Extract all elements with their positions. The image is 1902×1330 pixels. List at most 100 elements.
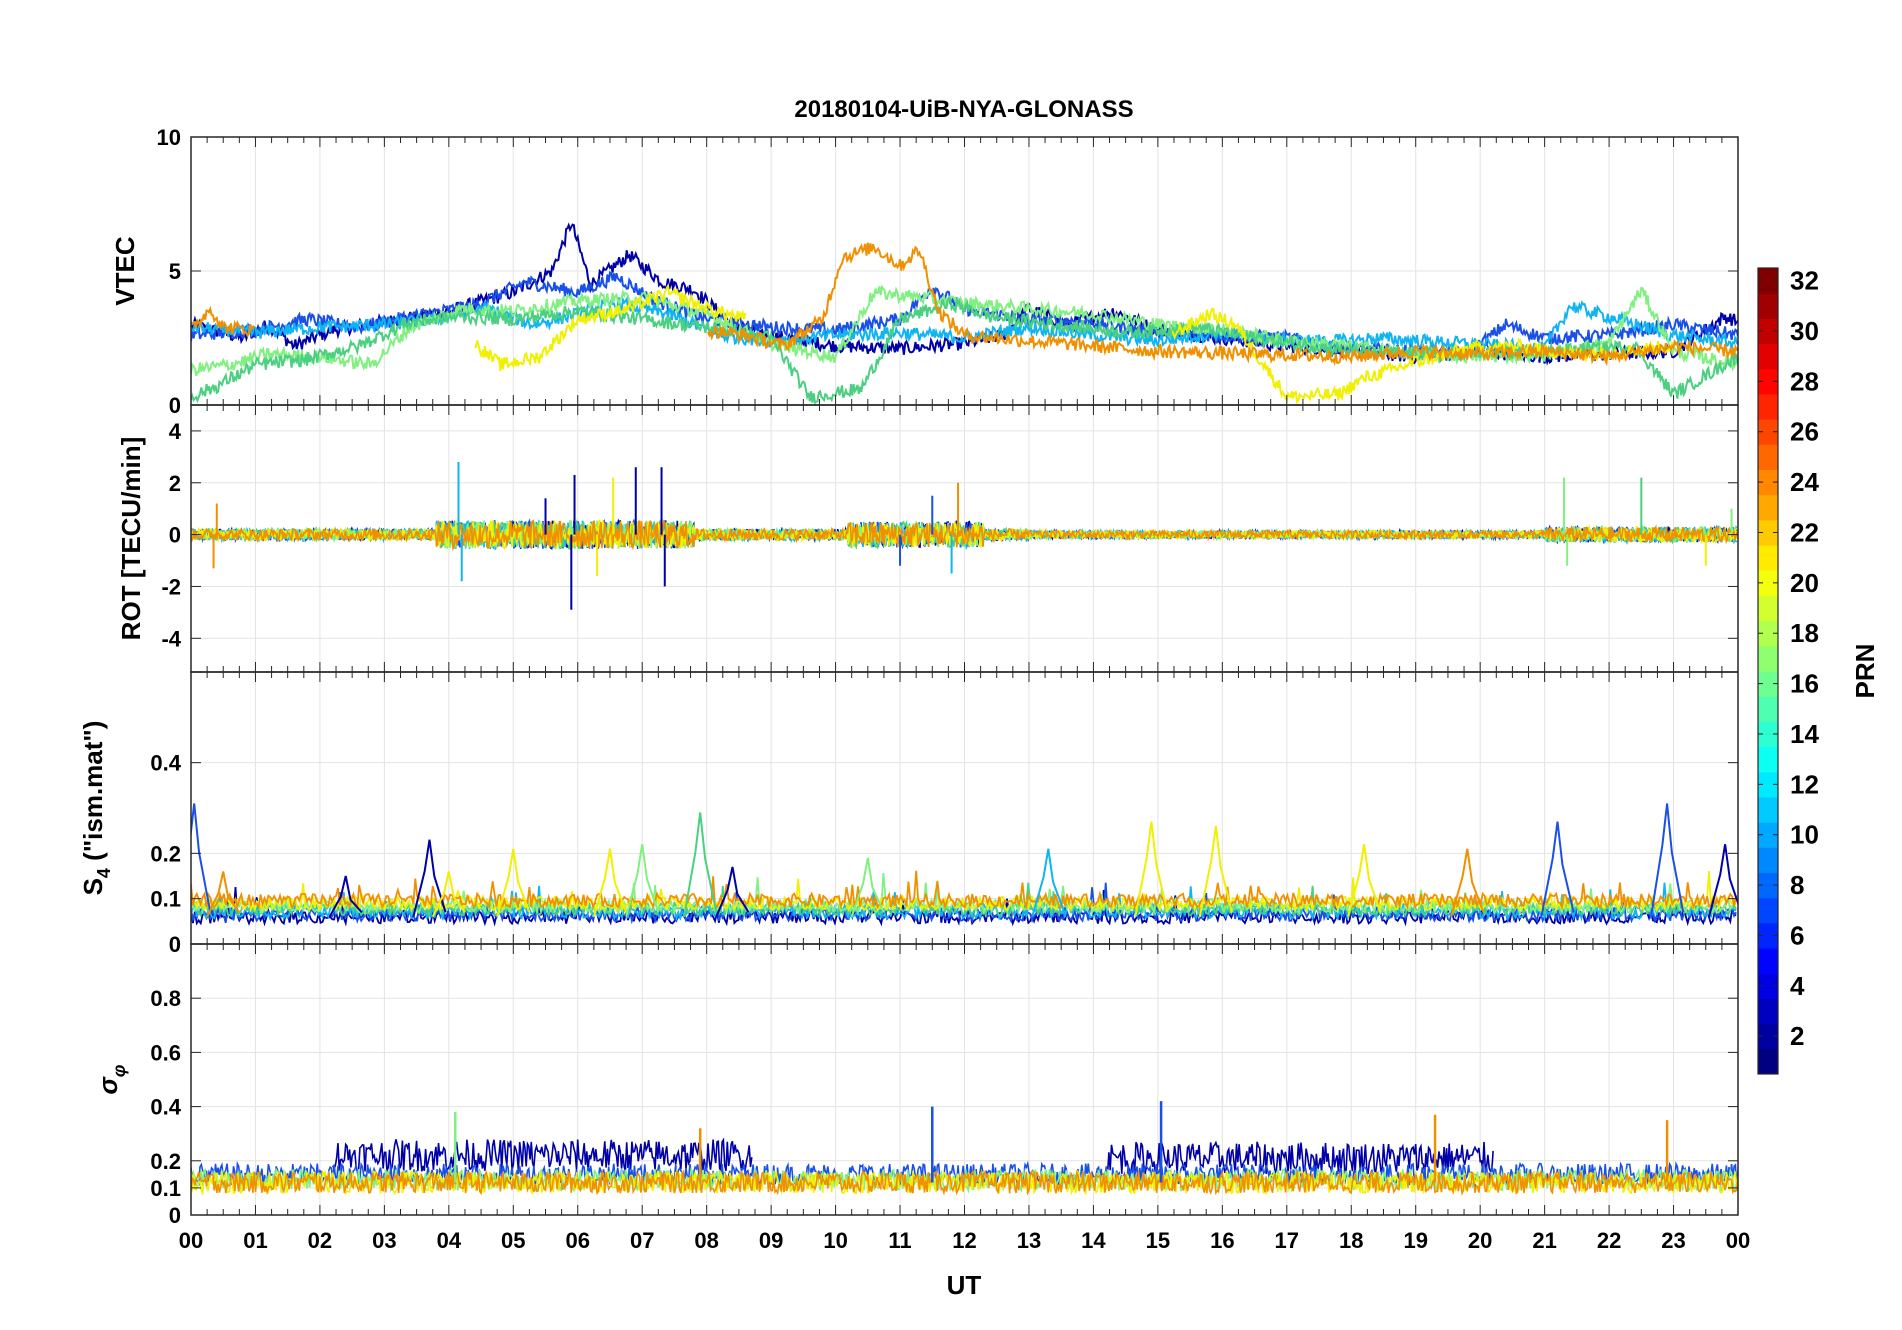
- y-tick-label: 0: [169, 393, 181, 418]
- colorbar-swatch: [1758, 570, 1778, 596]
- y-tick-label: -4: [161, 626, 181, 651]
- colorbar-tick-label: 30: [1790, 316, 1819, 346]
- colorbar-tick-label: 22: [1790, 517, 1819, 547]
- colorbar-tick-label: 12: [1790, 769, 1819, 799]
- s4-peak: [1540, 821, 1575, 917]
- y-tick-label: 2: [169, 471, 181, 496]
- colorbar-swatch: [1758, 897, 1778, 924]
- sigma-series: [1105, 1140, 1494, 1177]
- colorbar-swatch: [1758, 393, 1778, 420]
- y-axis-label: σφ: [93, 1064, 129, 1094]
- s4-peak: [1650, 803, 1685, 917]
- y-tick-label: 0.4: [150, 751, 181, 776]
- y-tick-label: 0.2: [150, 1149, 181, 1174]
- s4-peak: [1134, 821, 1169, 917]
- x-tick-label: 06: [566, 1228, 590, 1253]
- s4-peak: [850, 857, 885, 918]
- x-tick-label: 20: [1468, 1228, 1492, 1253]
- colorbar-swatch: [1758, 293, 1778, 319]
- x-tick-label: 02: [308, 1228, 332, 1253]
- colorbar-swatch: [1758, 998, 1778, 1025]
- colorbar-tick-label: 6: [1790, 920, 1804, 950]
- y-tick-label: 0.2: [150, 841, 181, 866]
- colorbar-tick-label: 32: [1790, 266, 1819, 296]
- s4-peak: [1031, 848, 1066, 918]
- y-tick-label: 4: [169, 419, 182, 444]
- y-tick-label: 0: [169, 1203, 181, 1228]
- y-axis-label: S4 ("ism.mat"): [78, 721, 114, 896]
- x-tick-label: 04: [437, 1228, 462, 1253]
- x-tick-label: 22: [1597, 1228, 1621, 1253]
- s4-series: [191, 871, 1737, 914]
- colorbar-swatch: [1758, 1023, 1778, 1050]
- colorbar-label: PRN: [1850, 644, 1880, 699]
- colorbar-swatch: [1758, 872, 1778, 899]
- colorbar-swatch: [1758, 948, 1778, 974]
- colorbar-swatch: [1758, 595, 1778, 622]
- y-tick-label: 0.8: [150, 986, 181, 1011]
- plot-area-1: [191, 462, 1738, 610]
- colorbar-tick-label: 28: [1790, 366, 1819, 396]
- colorbar-swatch: [1758, 368, 1778, 395]
- y-tick-label: 0: [169, 932, 181, 957]
- x-tick-label: 07: [630, 1228, 654, 1253]
- colorbar-tick-label: 26: [1790, 417, 1819, 447]
- x-axis-label: UT: [947, 1270, 982, 1300]
- x-tick-label: 05: [501, 1228, 525, 1253]
- colorbar-tick-label: 20: [1790, 568, 1819, 598]
- y-axis-label: ROT [TECU/min]: [116, 437, 146, 641]
- colorbar-tick-label: 24: [1790, 467, 1819, 497]
- s4-peak: [1347, 844, 1382, 918]
- colorbar-swatch: [1758, 771, 1778, 798]
- s4-peak: [206, 871, 241, 918]
- colorbar-swatch: [1758, 494, 1778, 521]
- y-tick-label: 0.1: [150, 887, 181, 912]
- s4-peak: [1450, 848, 1485, 918]
- colorbar-frame: [1757, 267, 1779, 1075]
- colorbar-swatch: [1758, 343, 1778, 370]
- s4-peak: [412, 839, 447, 918]
- colorbar-swatch: [1758, 519, 1778, 546]
- x-tick-label: 14: [1081, 1228, 1106, 1253]
- y-tick-label: 0.6: [150, 1040, 181, 1065]
- y-axis-label: VTEC: [110, 236, 140, 306]
- colorbar-swatch: [1758, 721, 1778, 748]
- sigma-series: [332, 1137, 753, 1173]
- x-tick-label: 09: [759, 1228, 783, 1253]
- panel-1: -4 -2 0 2 4 ROT [TECU/min]: [116, 404, 1739, 673]
- x-tick-label: 15: [1146, 1228, 1170, 1253]
- colorbar-tick-label: 18: [1790, 618, 1819, 648]
- y-tick-label: 0.1: [150, 1176, 181, 1201]
- chart-title: 20180104-UiB-NYA-GLONASS: [794, 96, 1133, 123]
- s4-peak: [191, 803, 212, 913]
- colorbar-tick-label: 16: [1790, 669, 1819, 699]
- x-tick-label: 17: [1275, 1228, 1299, 1253]
- x-tick-label: 18: [1339, 1228, 1363, 1253]
- x-tick-label: 00: [179, 1228, 203, 1253]
- colorbar-swatch: [1758, 1048, 1778, 1075]
- y-tick-label: 5: [169, 259, 181, 284]
- s4-peak: [715, 866, 750, 918]
- y-tick-label: 0.4: [150, 1095, 181, 1120]
- colorbar-tick-label: 10: [1790, 820, 1819, 850]
- colorbar-swatch: [1758, 419, 1778, 445]
- colorbar-swatch: [1758, 620, 1778, 647]
- rot-series: [191, 519, 1738, 550]
- colorbar-swatch: [1758, 973, 1778, 999]
- colorbar-swatch: [1758, 822, 1778, 848]
- rot-series: [191, 519, 1738, 552]
- x-tick-label: 03: [372, 1228, 396, 1253]
- colorbar-swatch: [1758, 545, 1778, 571]
- colorbar-tick-label: 8: [1790, 870, 1804, 900]
- panel-2: 0 0.1 0.2 0.4 S4 ("ism.mat"): [78, 671, 1739, 957]
- x-tick-label: 11: [888, 1228, 911, 1253]
- colorbar-swatch: [1758, 469, 1778, 496]
- panel-3: 00.10.2 0.4 0.6 0.8 σφ 00 01 02 03 04 05 06 07 08 09 10…: [93, 943, 1750, 1253]
- colorbar-swatch: [1758, 444, 1778, 470]
- x-tick-label: 23: [1661, 1228, 1685, 1253]
- s4-peak: [592, 848, 628, 918]
- vtec-series: [191, 242, 1738, 367]
